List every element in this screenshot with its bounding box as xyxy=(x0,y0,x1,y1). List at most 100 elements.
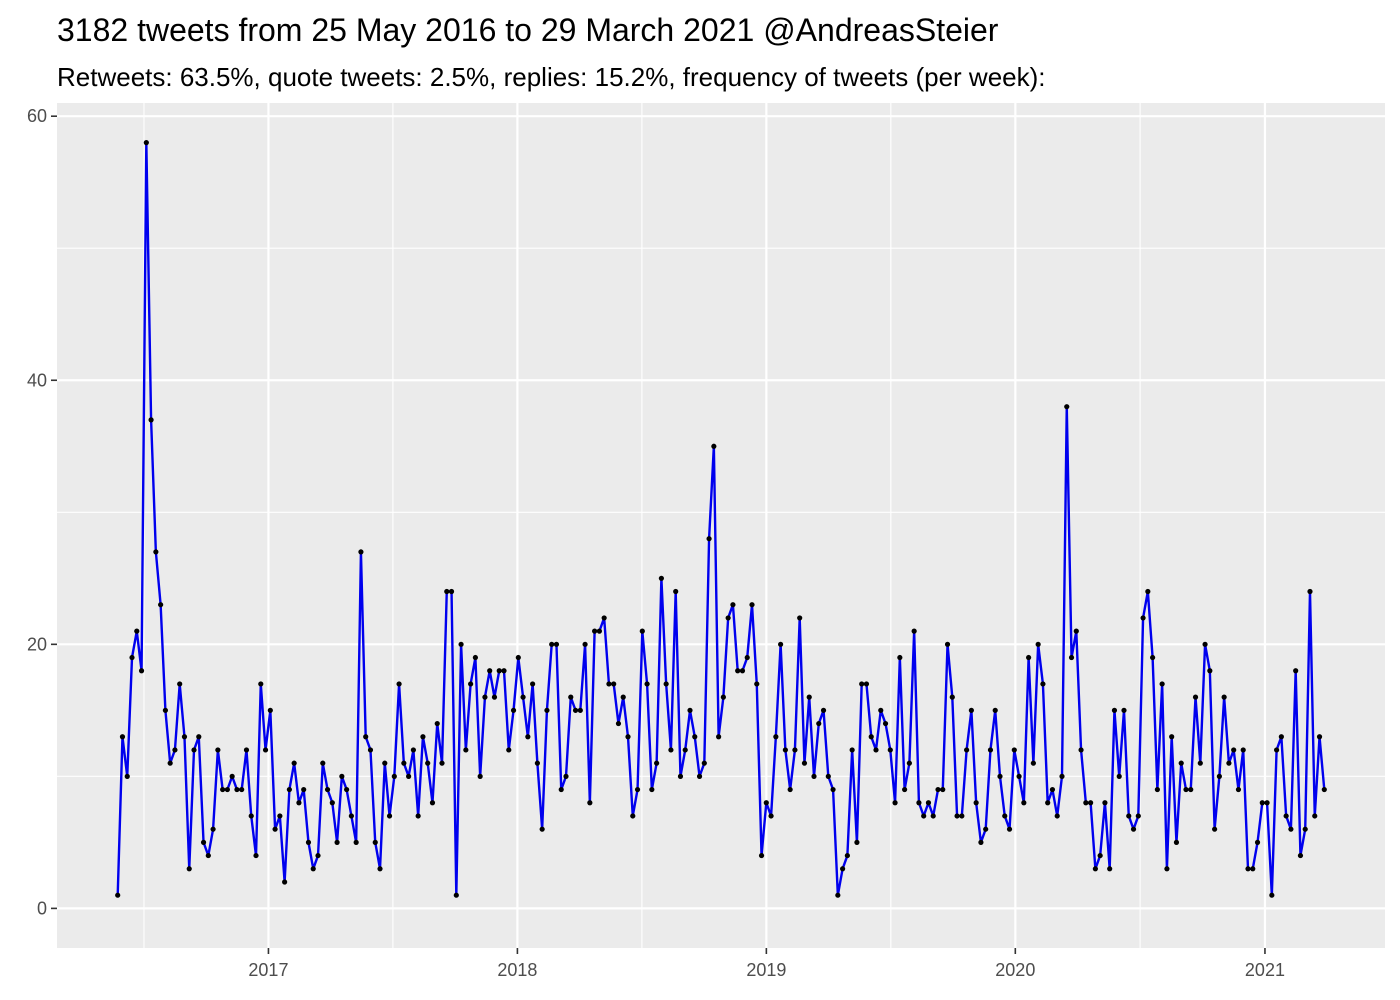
data-point xyxy=(1250,866,1256,872)
data-point xyxy=(138,668,145,674)
chart-title: 3182 tweets from 25 May 2016 to 29 March… xyxy=(57,12,999,48)
data-point xyxy=(935,786,941,793)
data-point xyxy=(463,747,469,753)
data-point xyxy=(677,773,684,779)
data-point xyxy=(324,786,331,793)
data-point xyxy=(1297,852,1304,859)
data-point xyxy=(472,654,478,661)
data-point xyxy=(410,747,416,753)
data-point xyxy=(768,813,774,819)
data-point xyxy=(386,813,393,819)
data-point xyxy=(539,826,545,832)
data-point xyxy=(253,852,259,859)
data-point xyxy=(587,800,593,806)
data-point xyxy=(825,773,831,779)
data-point xyxy=(1269,892,1275,898)
data-point xyxy=(696,773,703,779)
data-point xyxy=(644,681,650,687)
data-point xyxy=(954,813,960,819)
data-point xyxy=(415,813,421,819)
data-point xyxy=(234,786,240,793)
series-layer xyxy=(116,141,1326,897)
x-tick-label: 2020 xyxy=(995,960,1035,980)
data-point xyxy=(730,602,736,608)
data-point xyxy=(820,707,827,713)
data-point xyxy=(1116,773,1122,779)
data-point xyxy=(711,443,717,449)
data-point xyxy=(682,747,688,753)
data-point xyxy=(1088,800,1094,806)
data-point xyxy=(601,615,607,621)
data-point xyxy=(572,707,579,713)
data-point xyxy=(444,588,450,595)
data-point xyxy=(434,720,440,727)
data-point xyxy=(978,839,984,845)
data-point xyxy=(510,707,517,713)
data-point xyxy=(911,628,917,634)
data-point xyxy=(1121,707,1127,713)
data-point xyxy=(200,839,207,845)
data-point xyxy=(372,839,378,845)
data-point xyxy=(611,681,617,687)
data-point xyxy=(592,628,598,634)
data-point xyxy=(172,747,178,753)
data-point xyxy=(1192,694,1199,700)
data-point xyxy=(668,747,674,753)
data-point xyxy=(754,681,760,687)
data-point xyxy=(525,734,531,740)
data-point xyxy=(396,681,402,687)
data-point xyxy=(406,773,412,779)
data-point xyxy=(477,773,483,779)
data-point xyxy=(658,575,664,581)
data-point xyxy=(1274,747,1280,753)
data-point xyxy=(1021,800,1027,806)
data-point xyxy=(720,694,726,700)
data-point xyxy=(868,734,874,740)
data-point xyxy=(1221,694,1227,700)
data-point xyxy=(487,668,493,674)
data-point xyxy=(239,786,245,793)
data-point xyxy=(210,826,216,832)
data-point xyxy=(930,813,936,819)
data-point xyxy=(849,747,855,753)
data-point xyxy=(339,773,345,779)
data-point xyxy=(482,694,488,700)
data-point xyxy=(987,747,994,753)
data-point xyxy=(1140,615,1146,621)
data-point xyxy=(596,628,602,634)
data-point xyxy=(882,720,889,727)
data-point xyxy=(716,734,722,740)
data-point xyxy=(491,694,498,700)
x-tick-label: 2021 xyxy=(1245,960,1285,980)
data-point xyxy=(262,747,269,753)
data-point xyxy=(673,588,679,595)
data-point xyxy=(1159,681,1165,687)
data-point xyxy=(997,773,1003,779)
data-point xyxy=(282,879,288,885)
data-point xyxy=(1302,826,1308,832)
data-point xyxy=(1264,800,1270,806)
data-point xyxy=(1293,668,1299,674)
data-point xyxy=(191,747,197,753)
data-point xyxy=(892,800,898,806)
points-layer xyxy=(115,140,1327,898)
data-point xyxy=(1259,800,1265,806)
data-point xyxy=(1197,760,1203,766)
data-point xyxy=(1130,826,1137,832)
data-point xyxy=(453,892,459,898)
data-point xyxy=(277,813,283,819)
data-point xyxy=(944,641,951,647)
data-point xyxy=(162,707,168,713)
data-point xyxy=(315,852,321,859)
series-line xyxy=(116,141,1326,897)
data-point xyxy=(902,786,908,793)
data-point xyxy=(735,668,741,674)
data-point xyxy=(1178,760,1184,766)
x-tick-label: 2017 xyxy=(248,960,288,980)
data-point xyxy=(778,641,784,647)
data-point xyxy=(344,786,350,793)
data-point xyxy=(329,800,335,806)
x-tick-label: 2018 xyxy=(497,960,537,980)
data-point xyxy=(177,681,183,687)
data-point xyxy=(1202,641,1208,647)
